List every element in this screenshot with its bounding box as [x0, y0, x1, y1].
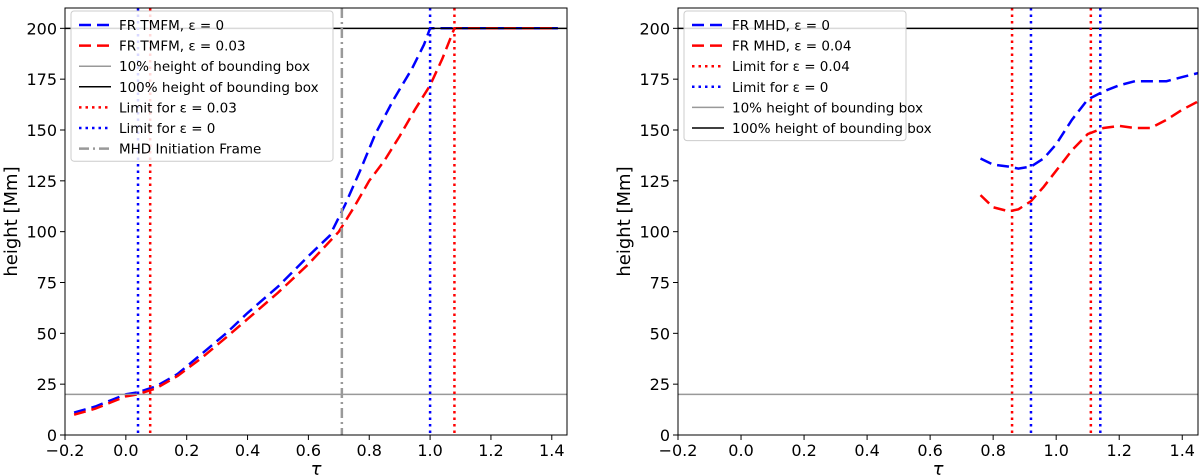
- y-tick-label: 50: [650, 324, 670, 343]
- legend-box: [70, 10, 334, 162]
- y-tick-label: 125: [26, 172, 57, 191]
- y-tick-label: 175: [26, 70, 57, 89]
- y-tick-label: 25: [650, 375, 670, 394]
- y-tick-label: 150: [639, 121, 670, 140]
- y-tick-label: 200: [639, 19, 670, 38]
- x-tick-label: 0.6: [296, 441, 321, 460]
- chart-panel-left: −0.2 0.0 0.2 0.4 0.6 0.8 1.0 1.2 1.4 0 25 50 75 100 12…: [1, 7, 568, 475]
- x-tick-label: 1.2: [1106, 441, 1131, 460]
- y-tick-label: 150: [26, 121, 57, 140]
- legend-label: FR TMFM, ε = 0: [119, 18, 224, 34]
- x-tick-label: 0.4: [854, 441, 879, 460]
- x-tick-label: 0.0: [728, 441, 753, 460]
- legend-label: 10% height of bounding box: [732, 100, 923, 116]
- y-axis-label: height [Mm]: [614, 166, 635, 276]
- x-tick-label: 1.2: [478, 441, 503, 460]
- y-tick-label: 75: [37, 274, 57, 293]
- legend-label: FR TMFM, ε = 0.03: [119, 39, 246, 55]
- x-tick-label: 0.8: [980, 441, 1005, 460]
- x-tick-label: 1.4: [1170, 441, 1195, 460]
- legend-box: [683, 10, 907, 142]
- x-tick-label: 0.2: [791, 441, 816, 460]
- legend-label: FR MHD, ε = 0: [732, 18, 830, 34]
- legend-label: 100% height of bounding box: [732, 121, 932, 137]
- legend-label: 10% height of bounding box: [119, 59, 310, 75]
- y-tick-label: 175: [639, 70, 670, 89]
- x-tick-label: 1.0: [1043, 441, 1068, 460]
- y-tick-label: 0: [660, 426, 670, 445]
- x-tick-label: 1.0: [417, 441, 442, 460]
- chart-panel-right: −0.2 0.0 0.2 0.4 0.6 0.8 1.0 1.2 1.4 0 25 50 75 100 12…: [614, 7, 1199, 475]
- y-tick-label: 50: [37, 324, 57, 343]
- legend-label: FR MHD, ε = 0.04: [732, 39, 851, 55]
- y-tick-label: 0: [47, 426, 57, 445]
- x-axis-label: τ: [933, 459, 944, 475]
- x-tick-label: −0.2: [659, 441, 698, 460]
- x-tick-label: 0.6: [917, 441, 942, 460]
- axes-frame: [64, 7, 568, 436]
- y-axis-label: height [Mm]: [1, 166, 22, 276]
- legend-label: Limit for ε = 0.04: [732, 59, 850, 75]
- x-tick-label: −0.2: [46, 441, 85, 460]
- legend-label: 100% height of bounding box: [119, 80, 319, 96]
- x-tick-label: 0.0: [113, 441, 138, 460]
- legend-label: Limit for ε = 0: [119, 121, 215, 137]
- x-tick-label: 0.8: [357, 441, 382, 460]
- y-tick-label: 75: [650, 274, 670, 293]
- line-series-1: [979, 100, 1198, 213]
- line-series-0: [73, 27, 558, 414]
- legend-label: Limit for ε = 0: [732, 80, 828, 96]
- line-series-0: [979, 71, 1198, 170]
- y-tick-label: 200: [26, 19, 57, 38]
- legend-label: MHD Initiation Frame: [119, 142, 261, 158]
- legend: FR TMFM, ε = 0 FR TMFM, ε = 0.03 10% heigh…: [70, 10, 334, 162]
- y-tick-label: 125: [639, 172, 670, 191]
- y-tick-label: 100: [639, 223, 670, 242]
- x-tick-label: 0.2: [174, 441, 199, 460]
- legend-label: Limit for ε = 0.03: [119, 100, 237, 116]
- y-tick-label: 100: [26, 223, 57, 242]
- axes-frame: [677, 7, 1199, 436]
- x-tick-label: 1.4: [539, 441, 564, 460]
- x-axis-label: τ: [311, 459, 322, 475]
- legend: FR MHD, ε = 0 FR MHD, ε = 0.04 Limit for ε…: [683, 10, 932, 142]
- y-tick-label: 25: [37, 375, 57, 394]
- x-tick-label: 0.4: [235, 441, 260, 460]
